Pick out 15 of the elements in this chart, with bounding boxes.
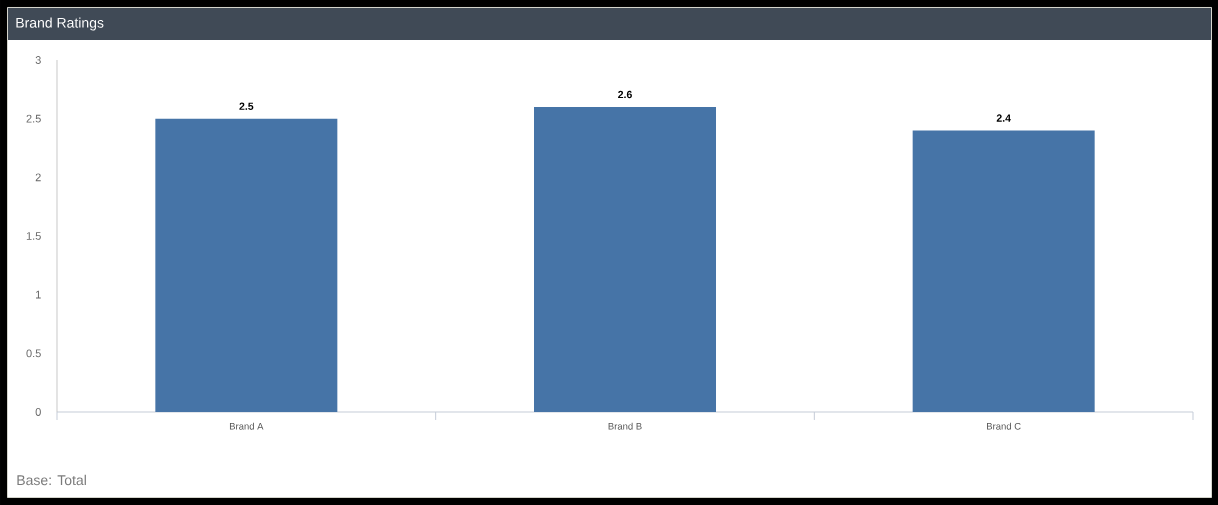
y-tick-label: 2 bbox=[35, 173, 41, 182]
y-tick-label: 1.5 bbox=[26, 232, 41, 240]
data-label: 2.5 bbox=[239, 102, 254, 110]
chart-title: Brand Ratings bbox=[16, 17, 104, 31]
y-tick-label: 0.5 bbox=[26, 349, 41, 358]
x-tick-label: Brand A bbox=[229, 422, 264, 430]
data-label: 2.4 bbox=[996, 114, 1011, 122]
y-tick-label: 0 bbox=[35, 408, 41, 416]
y-tick-label: 3 bbox=[35, 56, 41, 64]
y-tick-label: 1 bbox=[36, 290, 41, 299]
data-label: 2.6 bbox=[618, 90, 632, 99]
x-tick-label: Brand C bbox=[987, 422, 1021, 430]
text: Base: Total bbox=[17, 474, 86, 486]
y-tick-label: 2.5 bbox=[26, 114, 41, 123]
x-tick-label: Brand B bbox=[608, 422, 642, 430]
